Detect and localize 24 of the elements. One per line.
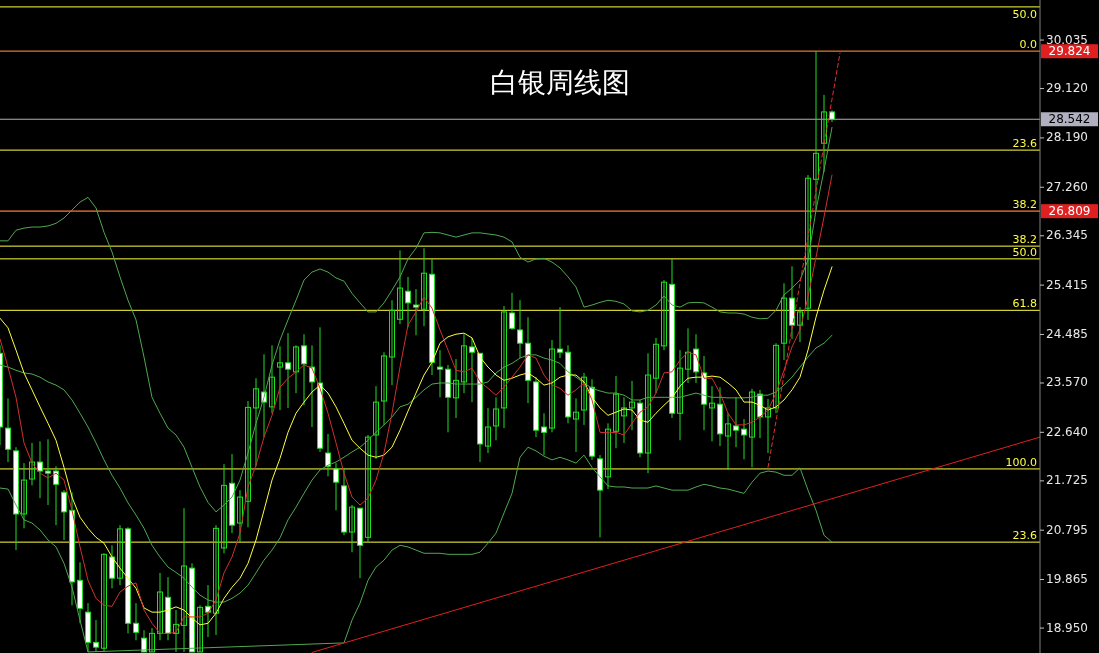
ref-line-label: 28.542 (1048, 111, 1091, 126)
y-tick-label: 24.485 (1046, 326, 1088, 341)
y-tick-label: 20.795 (1046, 522, 1088, 537)
annotation: 38.2 (1012, 233, 1037, 247)
y-tick-label: 21.725 (1046, 473, 1088, 488)
annotation: 50.0 (1012, 7, 1037, 21)
annotation: 23.6 (1012, 137, 1037, 151)
y-tick-label: 22.640 (1046, 424, 1088, 439)
y-tick-label: 25.415 (1046, 277, 1088, 292)
y-tick-label: 26.345 (1046, 228, 1088, 243)
y-tick-label: 18.950 (1046, 620, 1088, 635)
y-tick-label: 28.190 (1046, 130, 1088, 145)
annotation: 100.0 (1005, 455, 1037, 469)
y-tick-label: 27.260 (1046, 179, 1088, 194)
annotation: 23.6 (1012, 529, 1037, 543)
annotation: 50.0 (1012, 245, 1037, 259)
y-tick-label: 19.865 (1046, 572, 1088, 587)
text: 白银周线图 (490, 66, 630, 99)
y-tick-label: 29.120 (1046, 81, 1088, 96)
ref-line-label: 26.809 (1048, 203, 1091, 218)
annotation: 0.0 (1019, 38, 1037, 52)
annotation: 38.2 (1012, 198, 1037, 212)
y-tick-label: 23.570 (1046, 375, 1088, 390)
annotation: 61.8 (1012, 297, 1037, 311)
